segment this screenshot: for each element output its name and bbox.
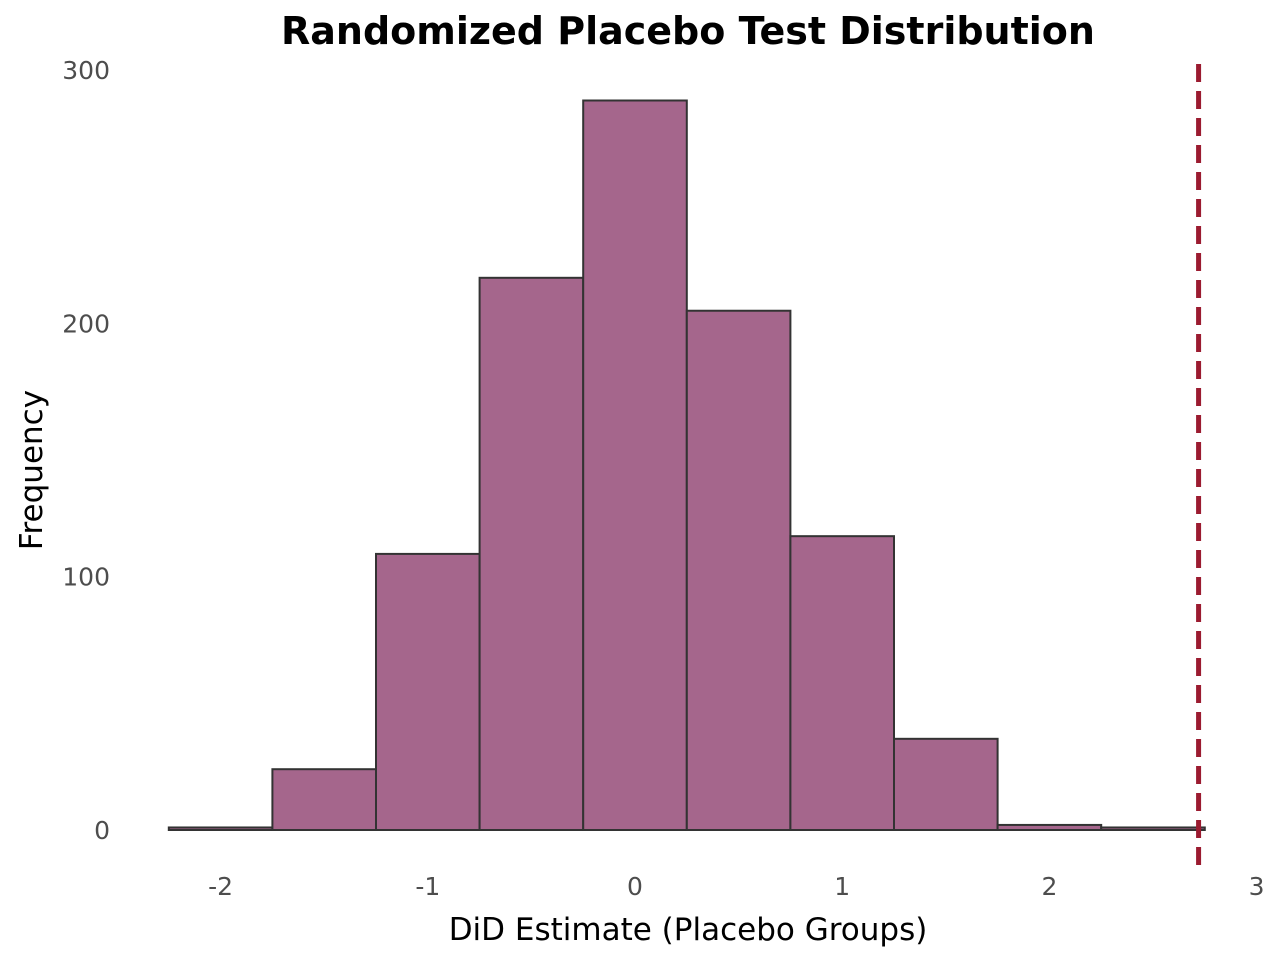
histogram-bar-2 [271,768,377,832]
y-axis-label: Frequency [14,390,50,550]
x-tick-label-0: 0 [627,872,643,901]
histogram-bar-3 [375,552,481,831]
histogram-bar-4 [478,276,585,831]
histogram-bars [167,99,1206,832]
x-tick-label-2: 2 [1041,872,1057,901]
y-tick-label-300: 300 [62,56,110,85]
histogram-bar-9 [996,823,1103,832]
y-tick-label-0: 0 [94,816,110,845]
y-tick-label-200: 200 [62,309,110,338]
x-axis-ticks: -2 -1 0 1 2 3 [208,872,1264,901]
histogram-bar-8 [893,737,999,832]
y-axis-ticks: 0 100 200 300 [62,56,110,845]
histogram-bar-6 [685,309,792,831]
histogram-bar-10 [1100,826,1206,831]
histogram-bar-1 [167,826,274,831]
x-tick-label-neg1: -1 [415,872,440,901]
histogram-bar-5 [582,99,688,832]
histogram-bar-7 [789,535,896,831]
chart-title: Randomized Placebo Test Distribution [281,9,1095,53]
x-tick-label-1: 1 [834,872,850,901]
x-axis-label: DiD Estimate (Placebo Groups) [449,912,928,948]
x-tick-label-neg2: -2 [208,872,233,901]
y-tick-label-100: 100 [62,563,110,592]
x-tick-label-3: 3 [1249,872,1265,901]
